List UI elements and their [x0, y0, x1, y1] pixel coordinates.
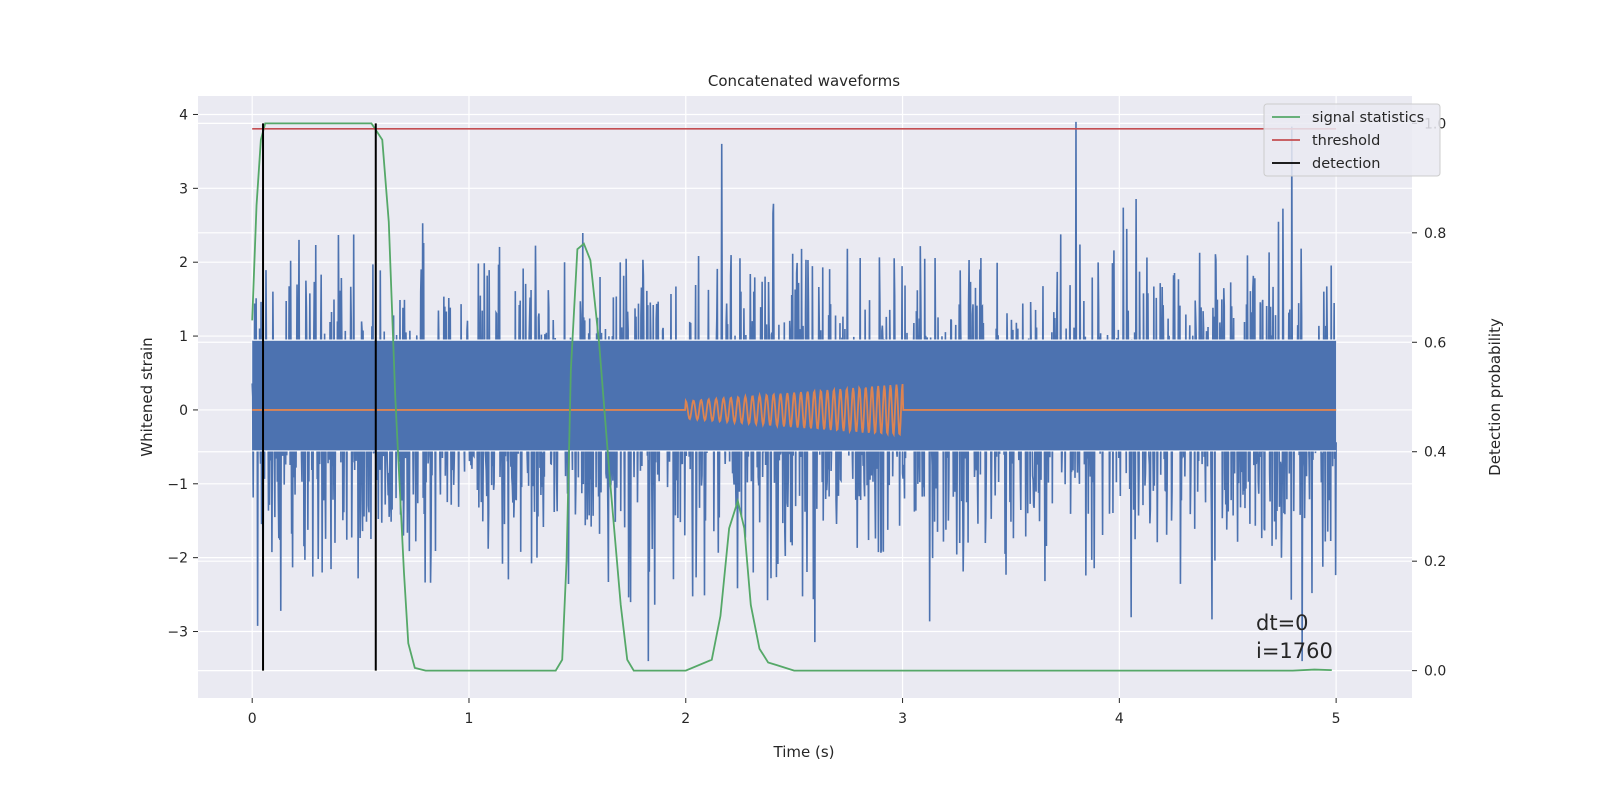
- y2-tick-label: 0.4: [1424, 445, 1446, 461]
- annotation-dt: dt=0: [1256, 611, 1309, 635]
- x-axis-label: Time (s): [773, 743, 835, 761]
- annotation-i: i=1760: [1256, 639, 1333, 663]
- y2-tick-label: 0.8: [1424, 226, 1446, 242]
- x-tick-label: 3: [898, 711, 907, 727]
- x-axis: 0 1 2 3 4 5: [248, 698, 1341, 727]
- y-tick-label: 3: [179, 181, 188, 197]
- y-tick-label: 2: [179, 255, 188, 271]
- x-tick-label: 1: [465, 711, 474, 727]
- legend: signal statistics threshold detection: [1263, 103, 1441, 177]
- y-tick-label: −3: [167, 625, 188, 641]
- y-tick-label: −1: [167, 477, 188, 493]
- chart-title: Concatenated waveforms: [708, 72, 900, 90]
- y2-tick-label: 0.2: [1424, 554, 1446, 570]
- legend-label: threshold: [1312, 133, 1380, 149]
- x-tick-label: 0: [248, 711, 257, 727]
- y-tick-label: −2: [167, 551, 188, 567]
- annotation: dt=0 i=1760: [1256, 611, 1333, 663]
- y-tick-label: 0: [179, 403, 188, 419]
- x-tick-label: 5: [1332, 711, 1341, 727]
- y2-tick-label: 0.6: [1424, 335, 1446, 351]
- y-axis-label: Whitened strain: [138, 337, 156, 456]
- signal-statistics-series: [251, 122, 1332, 672]
- injected-signal-series: [252, 383, 1337, 438]
- legend-box: [1263, 103, 1441, 177]
- legend-label: detection: [1312, 156, 1380, 172]
- y2-tick-label: 0.0: [1424, 664, 1446, 680]
- legend-label: signal statistics: [1312, 110, 1424, 126]
- plot-series: [251, 121, 1337, 672]
- y-tick-label: 4: [179, 107, 188, 123]
- y2-axis: 0.00.20.40.60.81.0: [1412, 116, 1446, 680]
- x-tick-label: 4: [1115, 711, 1124, 727]
- y-tick-label: 1: [179, 329, 188, 345]
- y2-axis-label: Detection probability: [1486, 318, 1504, 476]
- x-tick-label: 2: [681, 711, 690, 727]
- y-axis: −3 −2 −1 0 1 2 3 4: [167, 107, 198, 641]
